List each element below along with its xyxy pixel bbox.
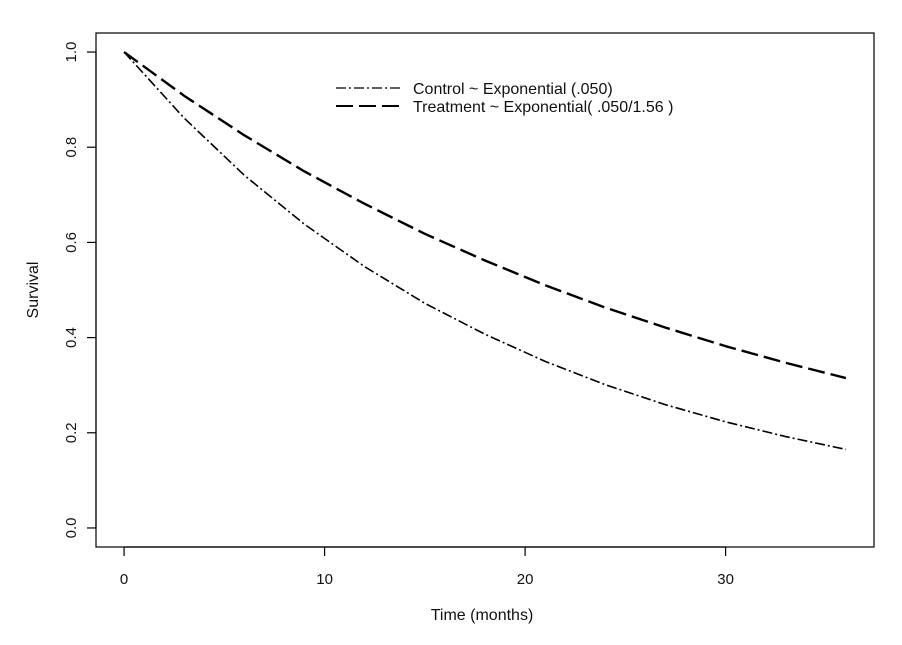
y-axis-title: Survival <box>25 262 42 319</box>
y-tick-label: 0.6 <box>63 232 80 253</box>
y-tick-label: 0.0 <box>63 518 80 539</box>
legend: Control ~ Exponential (.050) Treatment ~… <box>336 81 673 116</box>
x-tick-label: 0 <box>120 571 128 588</box>
x-tick-label: 30 <box>717 571 734 588</box>
x-axis: 0 10 20 30 <box>120 546 734 588</box>
x-axis-title: Time (months) <box>431 607 534 624</box>
treatment-series-line <box>123 51 847 380</box>
legend-label-control: Control ~ Exponential (.050) <box>413 81 613 98</box>
y-tick-label: 0.4 <box>63 327 80 348</box>
y-tick-label: 0.8 <box>63 137 80 158</box>
legend-label-treatment: Treatment ~ Exponential( .050/1.56 ) <box>413 99 673 116</box>
x-tick-label: 10 <box>316 571 333 588</box>
y-tick-label: 0.2 <box>63 422 80 443</box>
y-tick-label: 1.0 <box>63 42 80 63</box>
x-tick-label: 20 <box>517 571 534 588</box>
series-group <box>123 51 847 451</box>
y-axis: 0.0 0.2 0.4 0.6 0.8 1.0 <box>63 42 97 539</box>
